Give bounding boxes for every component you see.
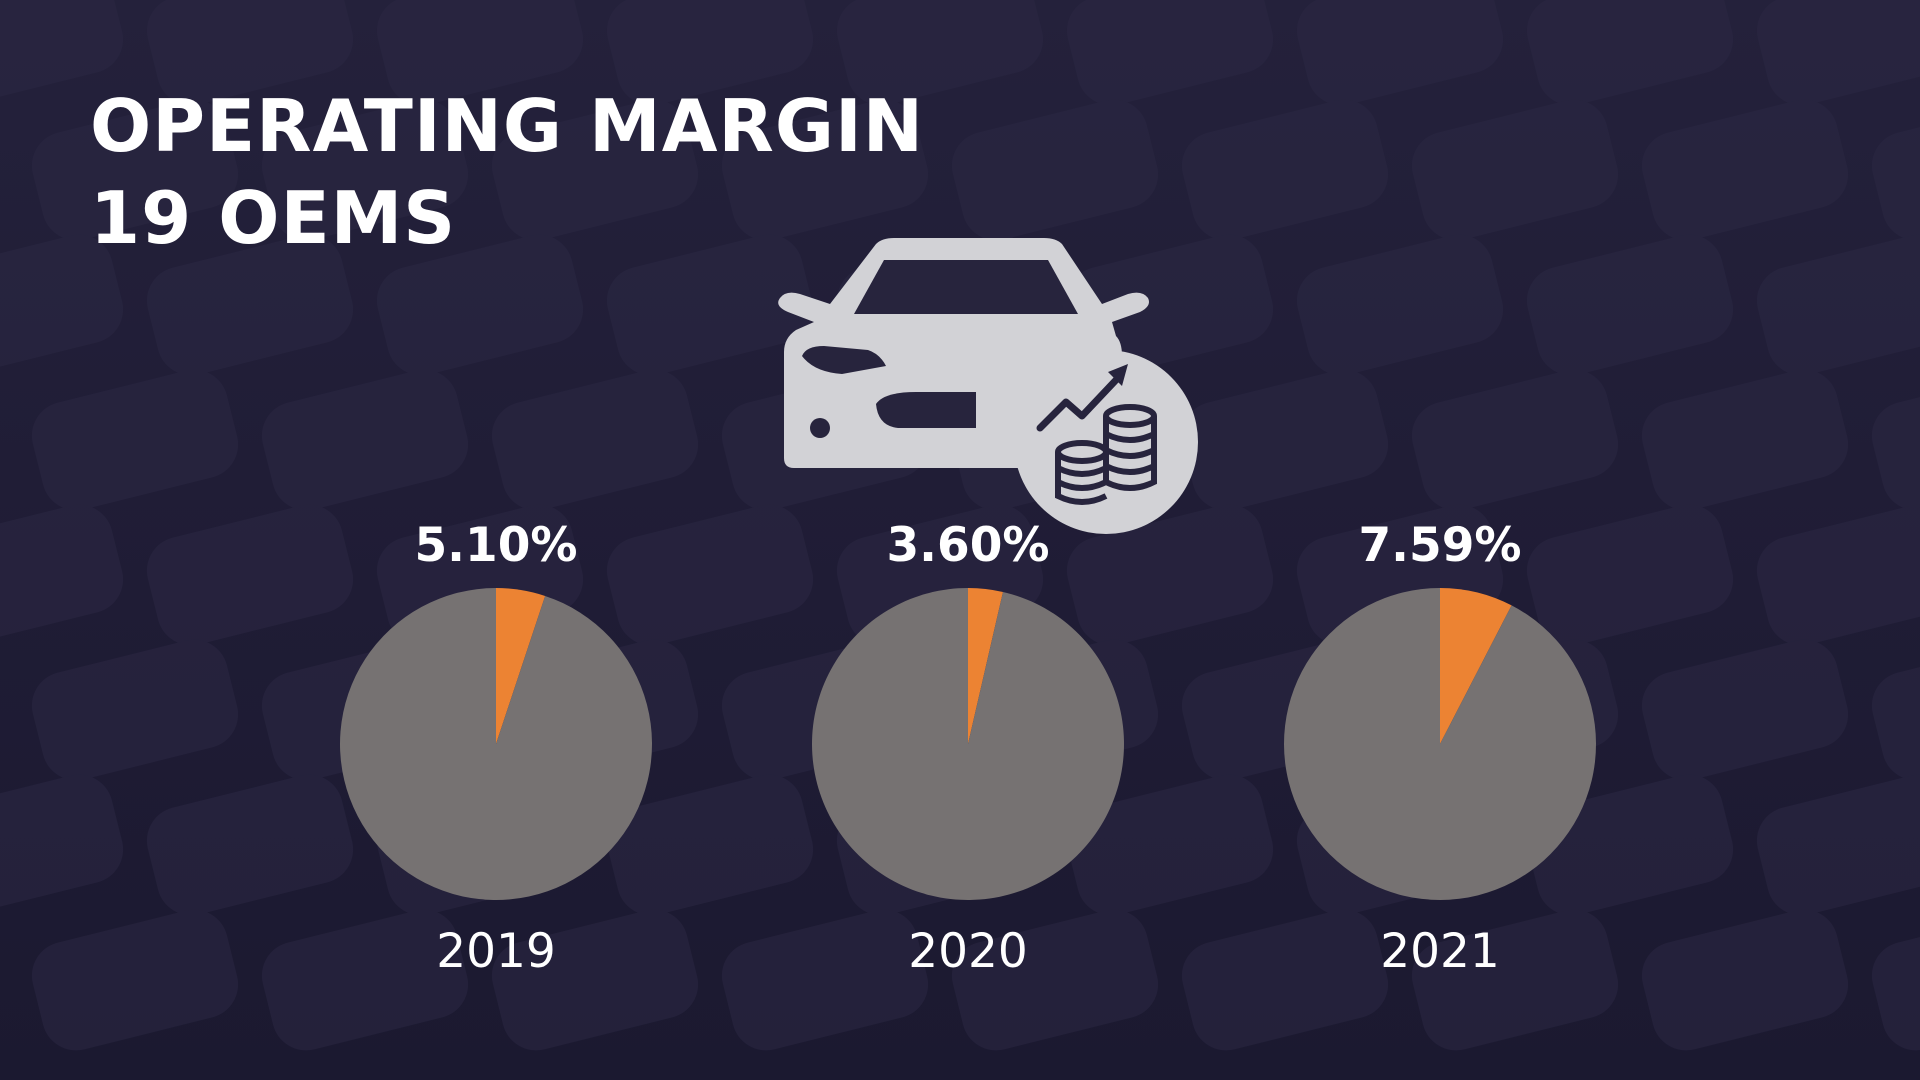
pie-2019: 5.10% 2019	[326, 518, 666, 998]
title-line-2: 19 OEMS	[90, 176, 457, 260]
pie-value-label: 3.60%	[886, 518, 1050, 573]
pie-value-label: 7.59%	[1358, 518, 1522, 573]
pie-slice-remainder	[812, 588, 1124, 900]
pie-slice-margin	[496, 588, 546, 744]
pie-category-label: 2019	[436, 924, 556, 979]
pie-chart	[1284, 588, 1596, 900]
pie-slice-margin	[968, 588, 1003, 744]
car-with-rising-coins-icon	[778, 238, 1198, 534]
pie-category-label: 2020	[908, 924, 1028, 979]
title-line-1: OPERATING MARGIN	[90, 84, 925, 168]
pie-category-label: 2021	[1380, 924, 1500, 979]
pie-chart	[812, 588, 1124, 900]
pie-2021: 7.59% 2021	[1270, 518, 1610, 998]
pie-slice-margin	[1440, 588, 1512, 744]
pie-chart	[340, 588, 652, 900]
page-title: OPERATING MARGIN 19 OEMS	[90, 80, 924, 264]
pie-2020: 3.60% 2020	[798, 518, 1138, 998]
pie-slice-remainder	[1284, 588, 1596, 900]
pie-slice-remainder	[340, 588, 652, 900]
pie-value-label: 5.10%	[414, 518, 578, 573]
